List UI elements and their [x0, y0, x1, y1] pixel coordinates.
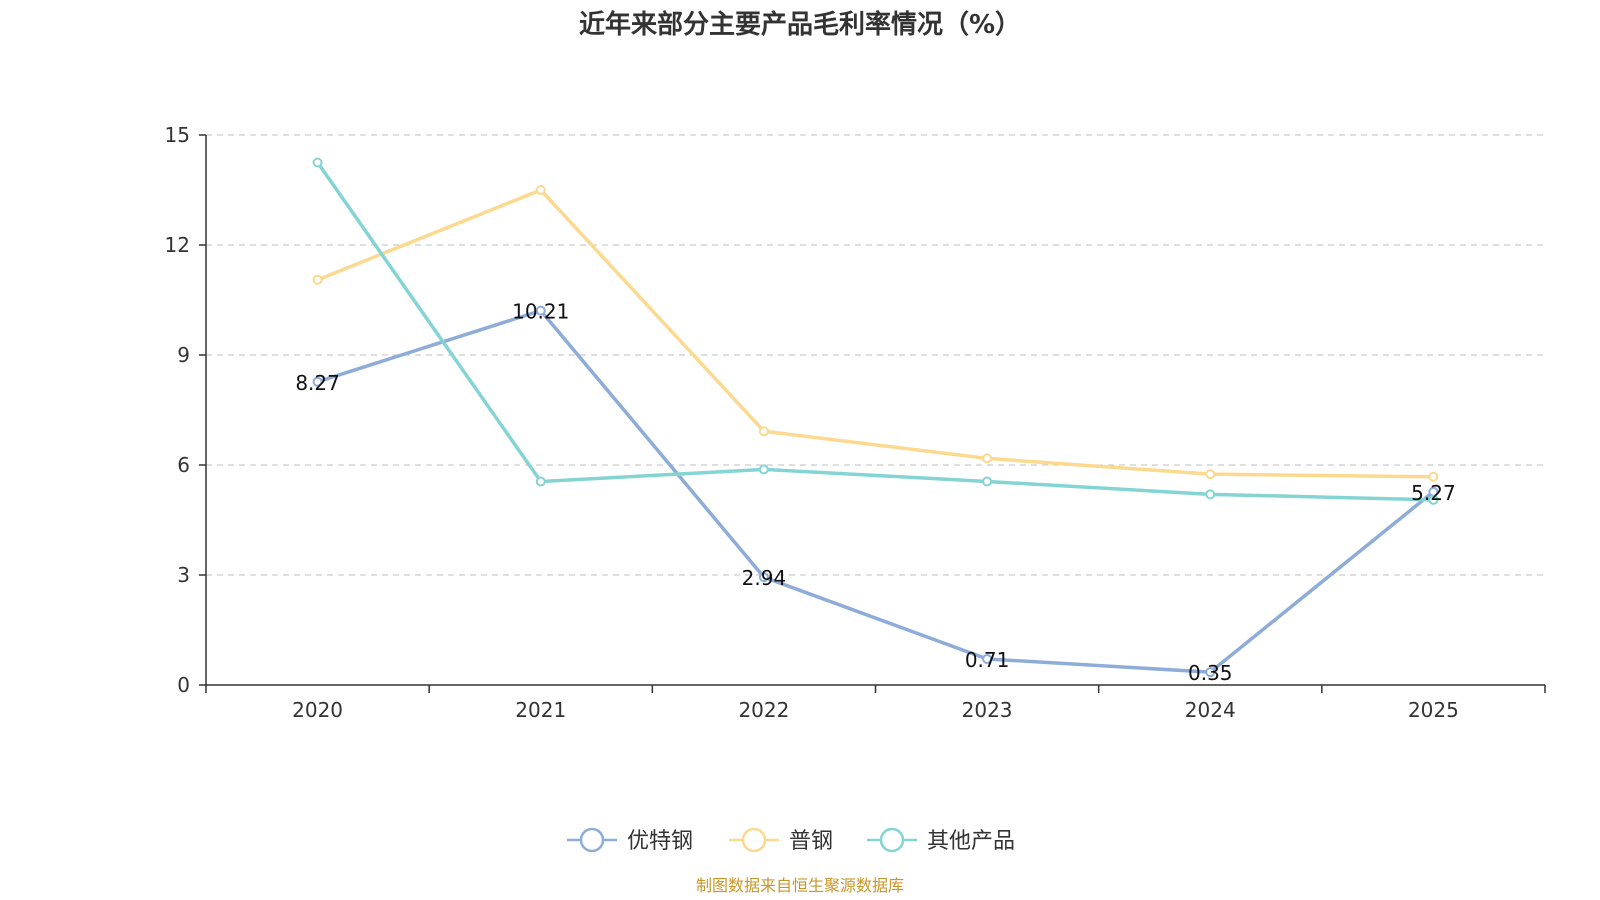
data-label-优特钢-2022: 2.94: [742, 566, 787, 590]
data-label-优特钢-2021: 10.21: [512, 300, 569, 324]
data-point-普钢-2022[interactable]: [758, 426, 769, 437]
x-tick-label-2025: 2025: [1408, 698, 1459, 722]
legend-label: 普钢: [789, 829, 833, 854]
source-note: 制图数据来自恒生聚源数据库: [696, 876, 904, 895]
data-point-优特钢-2020[interactable]: [312, 376, 323, 387]
data-point-其他产品-2022[interactable]: [758, 464, 769, 475]
series-优特钢: [312, 305, 1439, 678]
data-label-优特钢-2025: 5.27: [1411, 481, 1456, 505]
data-point-优特钢-2024[interactable]: [1205, 667, 1216, 678]
series-line-优特钢: [315, 308, 1436, 674]
data-point-优特钢-2022[interactable]: [758, 572, 769, 583]
data-point-其他产品-2020[interactable]: [312, 157, 323, 168]
data-point-其他产品-2021[interactable]: [535, 476, 546, 487]
series-layer: [312, 157, 1439, 678]
legend-marker-icon: [579, 827, 605, 853]
y-tick-label: 6: [177, 453, 190, 477]
legend-marker-icon: [741, 827, 767, 853]
y-tick-label: 0: [177, 673, 190, 697]
x-tick-label-2022: 2022: [738, 698, 789, 722]
y-tick-label: 12: [165, 233, 190, 257]
legend-label: 其他产品: [927, 829, 1015, 854]
series-普钢: [312, 185, 1439, 482]
data-point-普钢-2021[interactable]: [535, 185, 546, 195]
y-tick-label: 3: [177, 563, 190, 587]
x-tick-label-2024: 2024: [1185, 698, 1236, 722]
x-tick-label-2023: 2023: [962, 698, 1013, 722]
data-point-普钢-2025[interactable]: [1428, 471, 1439, 482]
series-其他产品: [312, 157, 1439, 505]
data-labels: 8.27 10.21 2.94 0.71 0.35 5.27: [295, 300, 1455, 686]
data-label-优特钢-2023: 0.71: [965, 648, 1010, 672]
legend-item-普钢[interactable]: 普钢: [729, 827, 833, 854]
data-point-优特钢-2023[interactable]: [982, 653, 993, 664]
legend-label: 优特钢: [627, 829, 693, 854]
legend-item-其他产品[interactable]: 其他产品: [867, 827, 1015, 854]
y-tick-label: 15: [165, 123, 190, 147]
data-point-其他产品-2025[interactable]: [1428, 494, 1439, 505]
data-point-普钢-2020[interactable]: [312, 274, 323, 285]
legend-item-优特钢[interactable]: 优特钢: [567, 827, 693, 854]
y-tick-label: 9: [177, 343, 190, 367]
data-point-普钢-2024[interactable]: [1205, 469, 1216, 480]
x-tick-label-2020: 2020: [292, 698, 343, 722]
data-point-其他产品-2023[interactable]: [982, 476, 993, 487]
series-line-普钢: [315, 188, 1436, 479]
data-point-其他产品-2024[interactable]: [1205, 489, 1216, 500]
chart-title: 近年来部分主要产品毛利率情况（%）: [579, 9, 1021, 40]
data-point-普钢-2023[interactable]: [982, 453, 993, 464]
series-line-其他产品: [315, 160, 1436, 502]
x-tick-label-2021: 2021: [515, 698, 566, 722]
data-label-优特钢-2024: 0.35: [1188, 661, 1233, 685]
data-point-优特钢-2021[interactable]: [535, 305, 546, 316]
data-label-优特钢-2020: 8.27: [295, 371, 340, 395]
axes: 0 3 6 9 12 15 2020 2021 2022 2023 2024 2025: [165, 123, 1546, 722]
legend: 优特钢 普钢 其他产品: [567, 827, 1015, 854]
legend-marker-icon: [879, 827, 905, 853]
grid: [206, 134, 1545, 576]
